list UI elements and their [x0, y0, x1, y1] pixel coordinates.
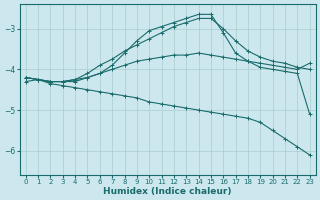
X-axis label: Humidex (Indice chaleur): Humidex (Indice chaleur) [103, 187, 232, 196]
